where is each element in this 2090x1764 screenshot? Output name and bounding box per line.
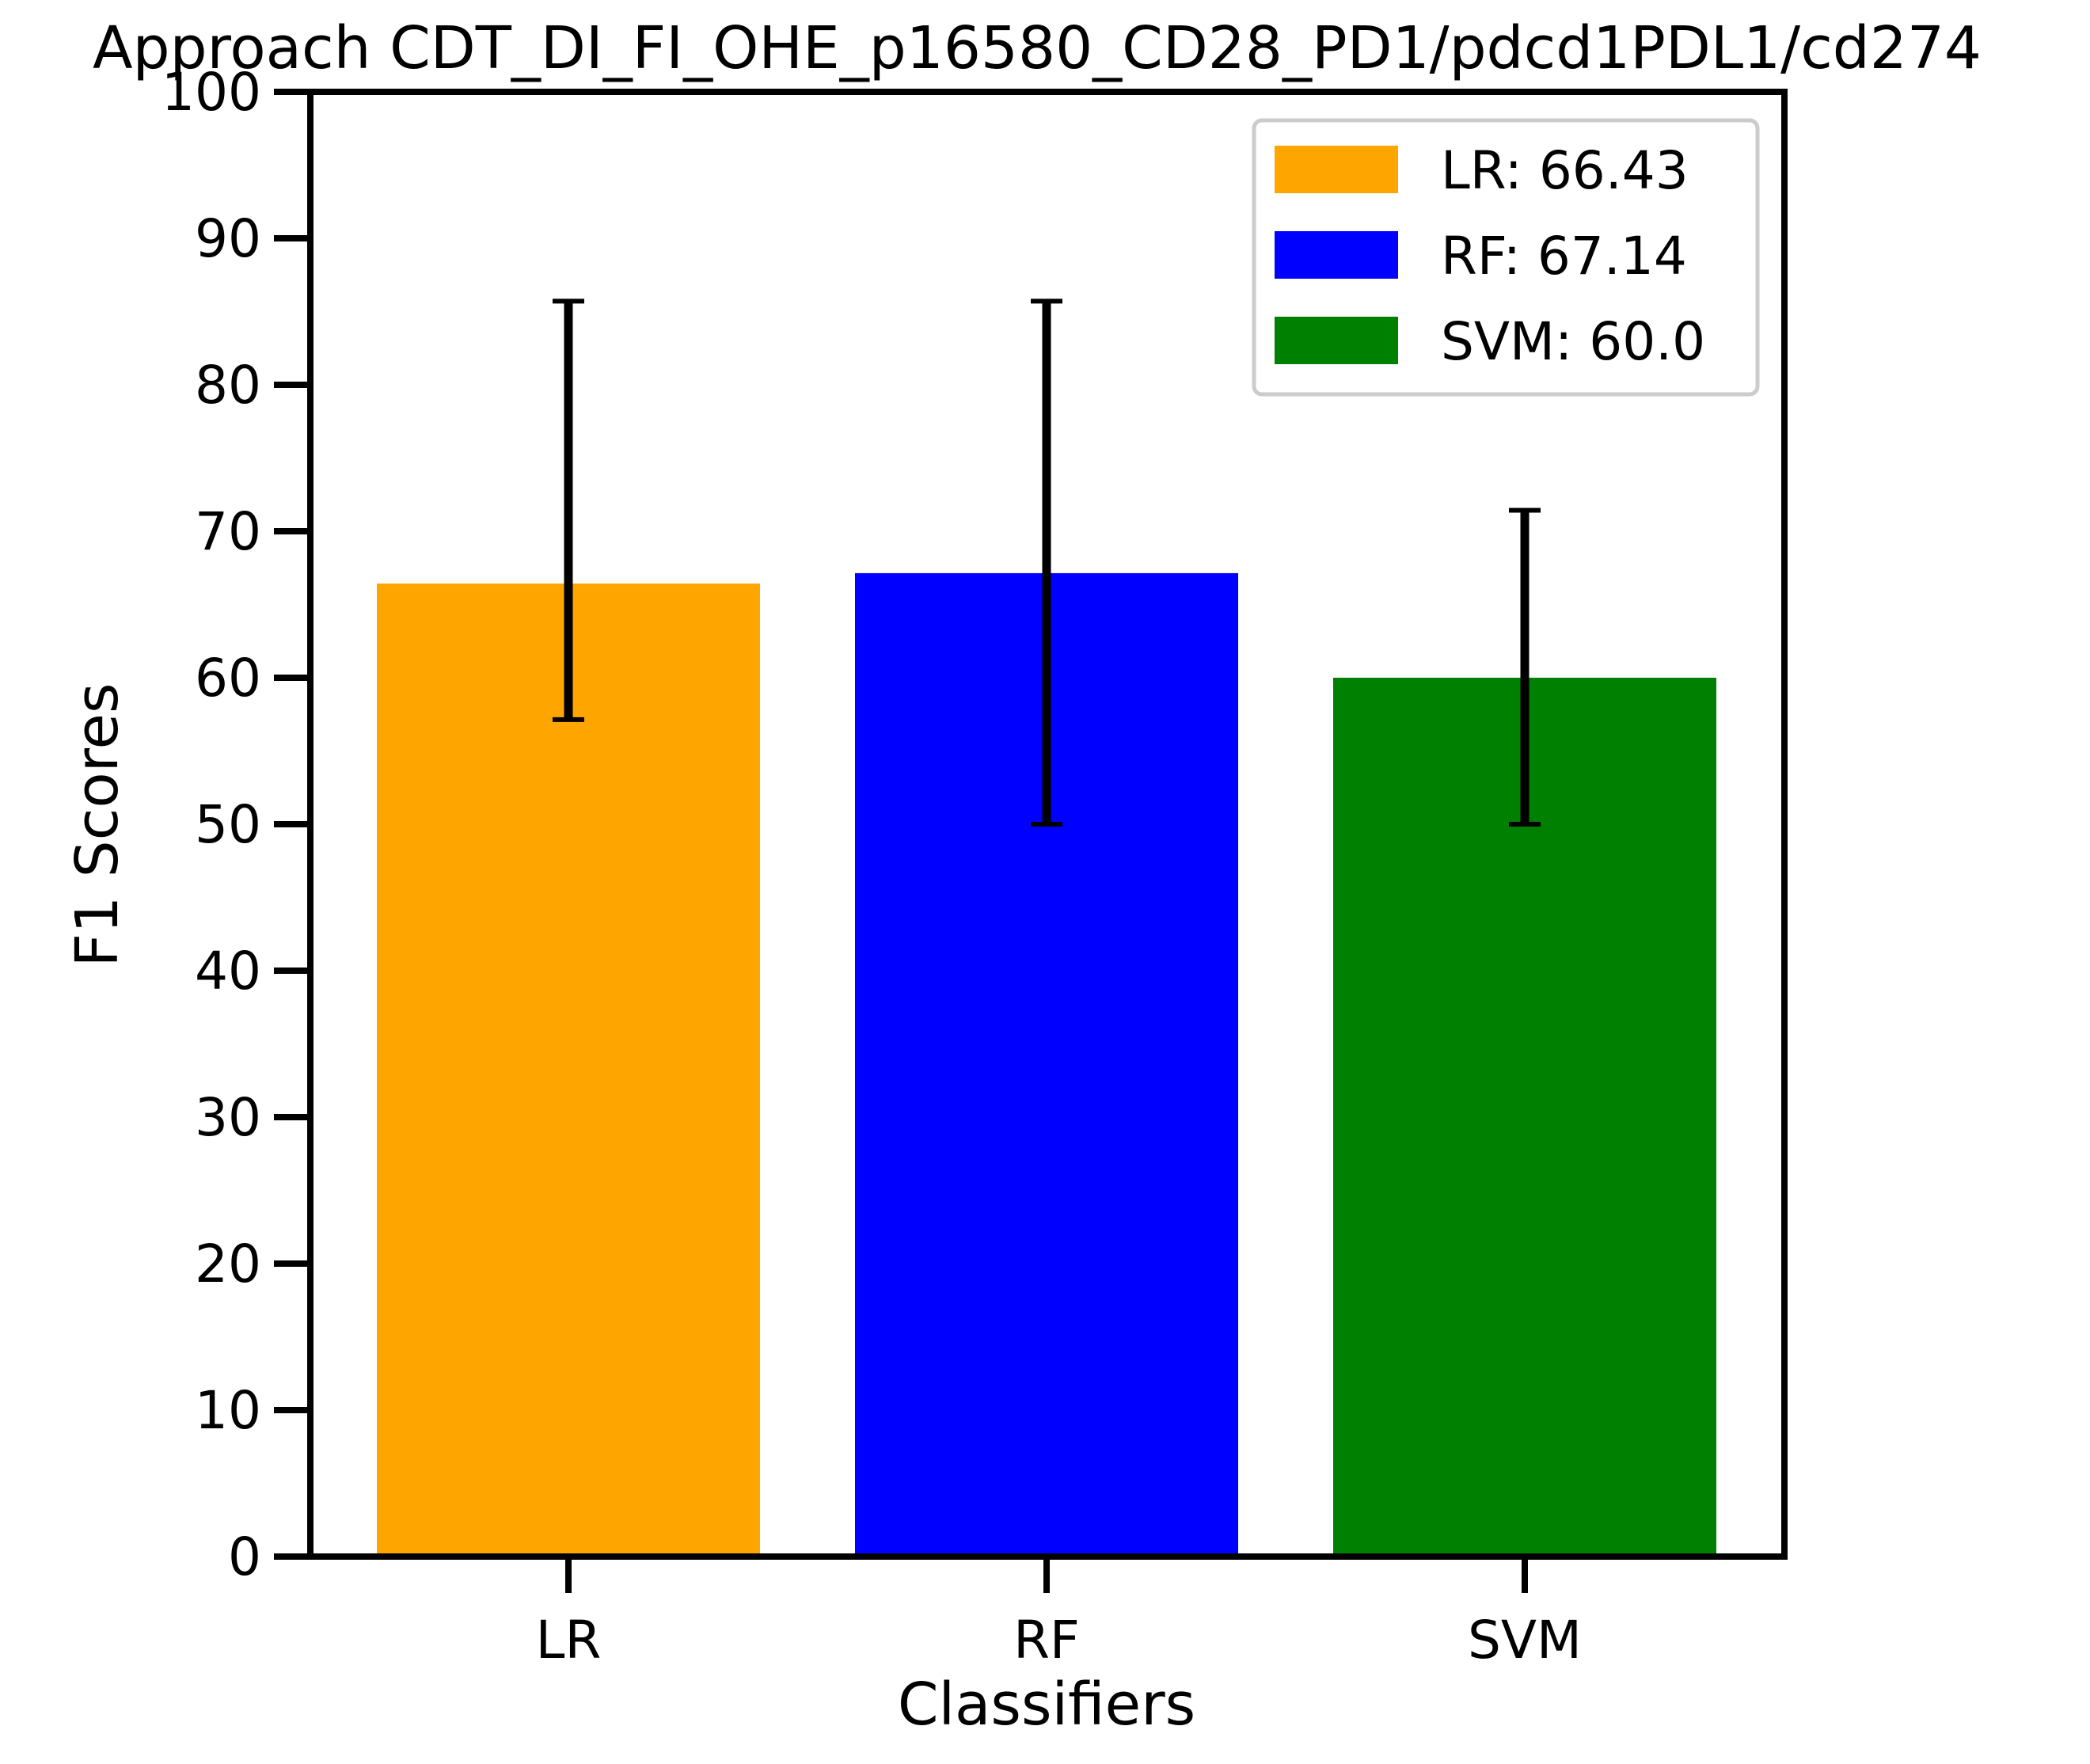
error-bar-lr bbox=[553, 298, 584, 722]
y-tick-label: 90 bbox=[195, 208, 261, 269]
x-tick-label: SVM bbox=[1468, 1610, 1582, 1671]
error-bar-svm bbox=[1509, 508, 1541, 827]
legend-swatch-rf bbox=[1275, 231, 1398, 279]
y-tick-label: 40 bbox=[195, 941, 261, 1002]
y-tick-label: 70 bbox=[195, 501, 261, 562]
axes-layer: 0 10 20 30 40 50 60 70 80 90 100 LR RF SVM bbox=[162, 62, 1788, 1671]
legend-label-svm: SVM: 60.0 bbox=[1441, 311, 1705, 372]
x-tick-label: RF bbox=[1013, 1610, 1080, 1671]
y-tick-label: 100 bbox=[162, 62, 261, 123]
legend-swatch-svm bbox=[1275, 317, 1398, 364]
x-axis-label: Classifiers bbox=[898, 1671, 1195, 1739]
y-tick-label: 30 bbox=[195, 1087, 261, 1148]
y-axis-label: F1 Scores bbox=[63, 683, 131, 968]
y-tick-label: 10 bbox=[195, 1380, 261, 1441]
legend-label-rf: RF: 67.14 bbox=[1441, 226, 1687, 287]
chart-title: Approach CDT_DI_FI_OHE_p16580_CD28_PD1/p… bbox=[93, 14, 1982, 82]
y-tick-label: 60 bbox=[195, 648, 261, 709]
y-tick-label: 50 bbox=[195, 794, 261, 855]
legend-label-lr: LR: 66.43 bbox=[1441, 140, 1689, 201]
error-bar-rf bbox=[1031, 298, 1062, 827]
y-tick-label: 0 bbox=[228, 1526, 261, 1587]
y-tick-label: 80 bbox=[195, 355, 261, 416]
errorbars-layer bbox=[553, 298, 1541, 827]
x-tick-label: LR bbox=[536, 1610, 602, 1671]
legend: LR: 66.43 RF: 67.14 SVM: 60.0 bbox=[1252, 118, 1760, 397]
y-tick-label: 20 bbox=[195, 1234, 261, 1294]
bar-lr bbox=[377, 584, 760, 1557]
legend-swatch-lr bbox=[1275, 146, 1398, 193]
